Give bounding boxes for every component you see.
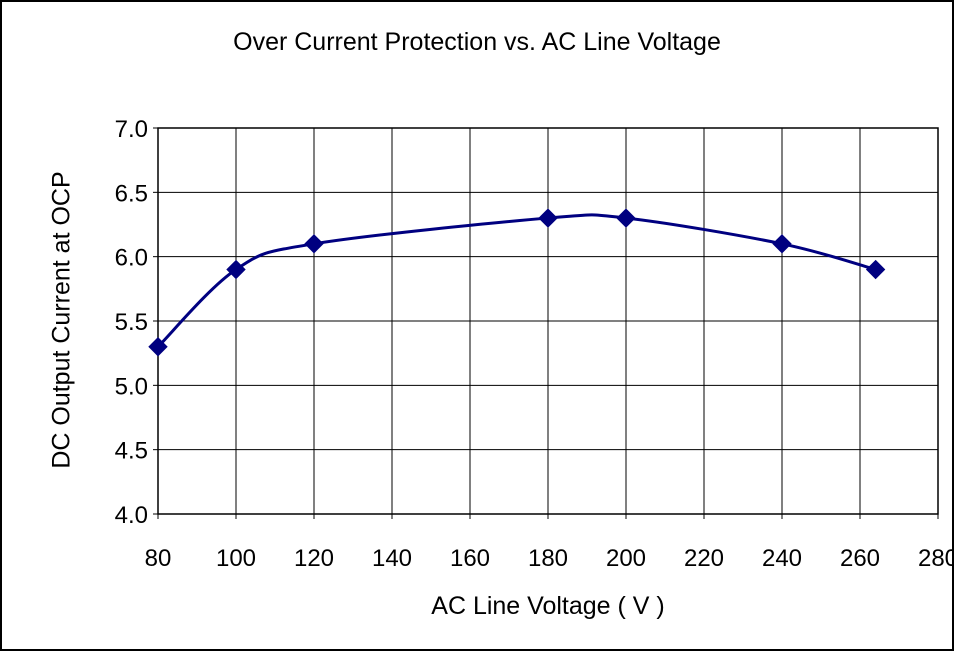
y-tick-label: 4.0 [115, 502, 148, 529]
x-tick-label: 80 [145, 545, 172, 572]
x-tick-label: 120 [294, 545, 334, 572]
x-tick-label: 280 [918, 545, 954, 572]
data-point-marker [772, 234, 792, 254]
x-tick-label: 200 [606, 545, 646, 572]
y-tick-label: 4.5 [115, 438, 148, 465]
x-tick-label: 140 [372, 545, 412, 572]
y-tick-label: 6.0 [115, 245, 148, 272]
y-tick-label: 7.0 [115, 116, 148, 143]
data-point-marker [148, 337, 168, 357]
x-tick-label: 100 [216, 545, 256, 572]
chart-title: Over Current Protection vs. AC Line Volt… [233, 28, 721, 56]
x-tick-label: 160 [450, 545, 490, 572]
data-point-marker [304, 234, 324, 254]
data-point-marker [226, 259, 246, 280]
x-tick-label: 240 [762, 545, 802, 572]
x-tick-label: 220 [684, 545, 724, 572]
data-point-marker [616, 208, 636, 228]
data-point-marker [865, 259, 886, 280]
y-tick-label: 5.5 [115, 309, 148, 336]
x-tick-label: 180 [528, 545, 568, 572]
data-point-marker [538, 208, 558, 228]
x-axis-label: AC Line Voltage ( V ) [431, 592, 665, 620]
y-tick-label: 5.0 [115, 373, 148, 400]
x-tick-label: 260 [840, 545, 880, 572]
y-tick-label: 6.5 [115, 180, 148, 207]
